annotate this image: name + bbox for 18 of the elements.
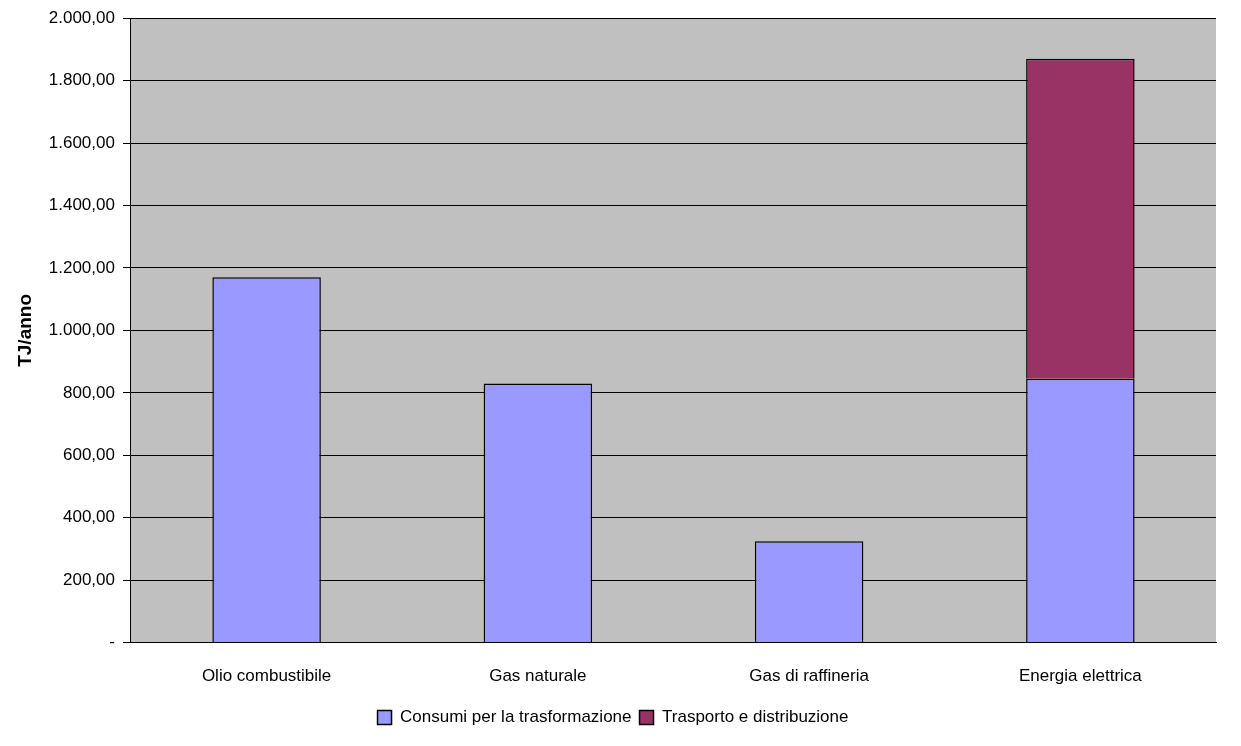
legend-label: Consumi per la trasformazione (400, 707, 632, 727)
y-tick-label: 1.000,00 (48, 320, 115, 340)
y-tick-label: 1.400,00 (48, 195, 115, 215)
y-tick-label: 1.600,00 (48, 132, 115, 152)
y-tick-label: 600,00 (62, 444, 115, 464)
x-tick-label: Gas naturale (489, 666, 587, 686)
y-axis-title: TJ/anno (13, 293, 35, 367)
x-tick-label: Gas di raffineria (749, 666, 870, 686)
y-tick-label: 800,00 (62, 382, 115, 402)
y-tick-label: 1.800,00 (48, 70, 115, 90)
y-tick-label: 200,00 (62, 569, 115, 589)
y-tick-label: 2.000,00 (48, 7, 115, 27)
x-tick-label: Olio combustibile (201, 666, 332, 686)
legend-label: Trasporto e distribuzione (662, 707, 849, 727)
x-tick-label: Energia elettrica (1018, 666, 1143, 686)
y-tick-label: 400,00 (62, 507, 115, 527)
y-tick-label: 1.200,00 (48, 257, 115, 277)
y-tick-label: - (109, 632, 115, 652)
